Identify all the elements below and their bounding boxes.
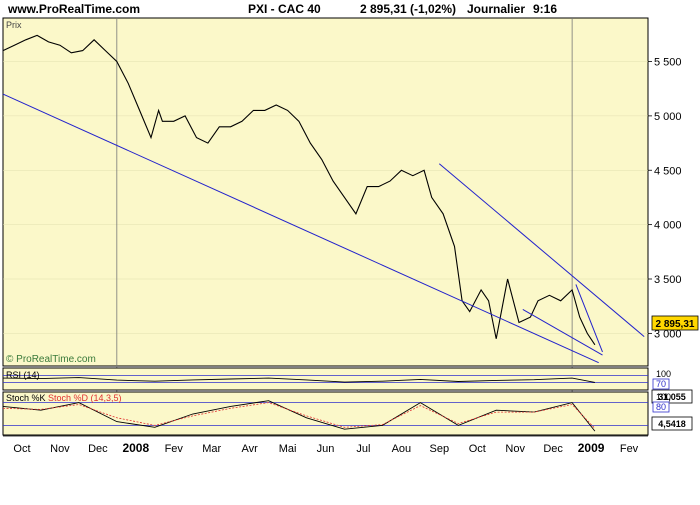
price-tick-label: 4 500 bbox=[654, 165, 682, 177]
rsi-last-label-box: 31,055 bbox=[651, 389, 693, 404]
x-tick-label: Mar bbox=[202, 443, 221, 455]
price-panel-title: Prix bbox=[6, 20, 22, 30]
instrument-name: PXI - CAC 40 bbox=[248, 2, 321, 16]
price-last-label-box: 2 895,31 bbox=[651, 315, 699, 331]
x-tick-label: Dec bbox=[88, 443, 108, 455]
stochastic-d-line bbox=[2, 402, 596, 429]
x-axis: Oct Nov Dec 2008 Fev Mar Avr Mai Jun Jul Aou Sep Oct… bbox=[3, 435, 648, 455]
price-tick-label: 3 500 bbox=[654, 274, 682, 286]
x-tick-label: Dec bbox=[543, 443, 563, 455]
stochastic-series-group bbox=[2, 400, 596, 432]
x-tick-label: Jul bbox=[356, 443, 370, 455]
x-tick-label: Oct bbox=[13, 443, 30, 455]
stochastic-last-label: 4,5418 bbox=[658, 419, 686, 429]
rsi-series-line bbox=[2, 377, 595, 383]
rsi-panel[interactable] bbox=[2, 367, 649, 391]
x-tick-label: Nov bbox=[505, 443, 525, 455]
stochastic-last-label-box: 4,5418 bbox=[651, 416, 693, 431]
series-trendline-lower bbox=[2, 93, 599, 364]
series-trendline-upper bbox=[438, 163, 645, 337]
price-tick-label: 3 000 bbox=[654, 328, 682, 340]
x-tick-label: 2009 bbox=[578, 441, 605, 455]
price-tick-label: 4 000 bbox=[654, 220, 682, 232]
watermark: © ProRealTime.com bbox=[6, 354, 96, 365]
rsi-series-group bbox=[2, 377, 595, 383]
price-panel[interactable] bbox=[2, 17, 649, 367]
price-gridlines bbox=[3, 18, 648, 435]
price-change: (-1,02%) bbox=[410, 2, 456, 16]
stochastic-level-label: 80 bbox=[656, 402, 666, 412]
price-y-axis: 5 500 5 000 4 500 4 000 3 500 3 000 bbox=[648, 57, 682, 340]
price-last-label: 2 895,31 bbox=[656, 319, 695, 330]
x-tick-label: Oct bbox=[469, 443, 486, 455]
series-trendline-channel bbox=[575, 284, 603, 353]
time-label: 9:16 bbox=[533, 2, 557, 16]
x-tick-label: Mai bbox=[279, 443, 297, 455]
price-series-line bbox=[2, 34, 596, 346]
x-tick-label: Sep bbox=[430, 443, 450, 455]
x-tick-label: Fev bbox=[165, 443, 184, 455]
rsi-title: RSI (14) bbox=[6, 370, 40, 380]
stochastic-d-title: Stoch %D (14,3,5) bbox=[48, 393, 122, 403]
rsi-levels bbox=[3, 375, 648, 383]
stochastic-levels bbox=[3, 402, 648, 426]
stochastic-top-tick: 100 bbox=[656, 392, 671, 402]
x-tick-label: Aou bbox=[392, 443, 412, 455]
rsi-level-label-box: 70 bbox=[652, 378, 670, 390]
x-tick-label: Jun bbox=[317, 443, 335, 455]
x-tick-label: Nov bbox=[50, 443, 70, 455]
last-price: 2 895,31 bbox=[360, 2, 407, 16]
rsi-top-tick: 100 bbox=[656, 369, 671, 379]
period-label: Journalier bbox=[467, 2, 525, 16]
stochastic-level-label-box: 80 bbox=[652, 401, 670, 413]
stochastic-k-title: Stoch %K bbox=[6, 393, 46, 403]
rsi-last-label: 31,055 bbox=[658, 392, 686, 402]
stochastic-panel[interactable] bbox=[2, 391, 649, 436]
site-name[interactable]: www.ProRealTime.com bbox=[7, 2, 140, 16]
x-tick-label: Avr bbox=[241, 443, 258, 455]
rsi-level-label: 70 bbox=[656, 379, 666, 389]
price-tick-label: 5 500 bbox=[654, 57, 682, 69]
stochastic-k-line bbox=[2, 400, 596, 432]
x-tick-label: 2008 bbox=[122, 441, 149, 455]
price-tick-label: 5 000 bbox=[654, 111, 682, 123]
x-tick-label: Fev bbox=[620, 443, 639, 455]
price-series-group bbox=[2, 34, 645, 364]
series-trendline-mid bbox=[522, 308, 603, 356]
